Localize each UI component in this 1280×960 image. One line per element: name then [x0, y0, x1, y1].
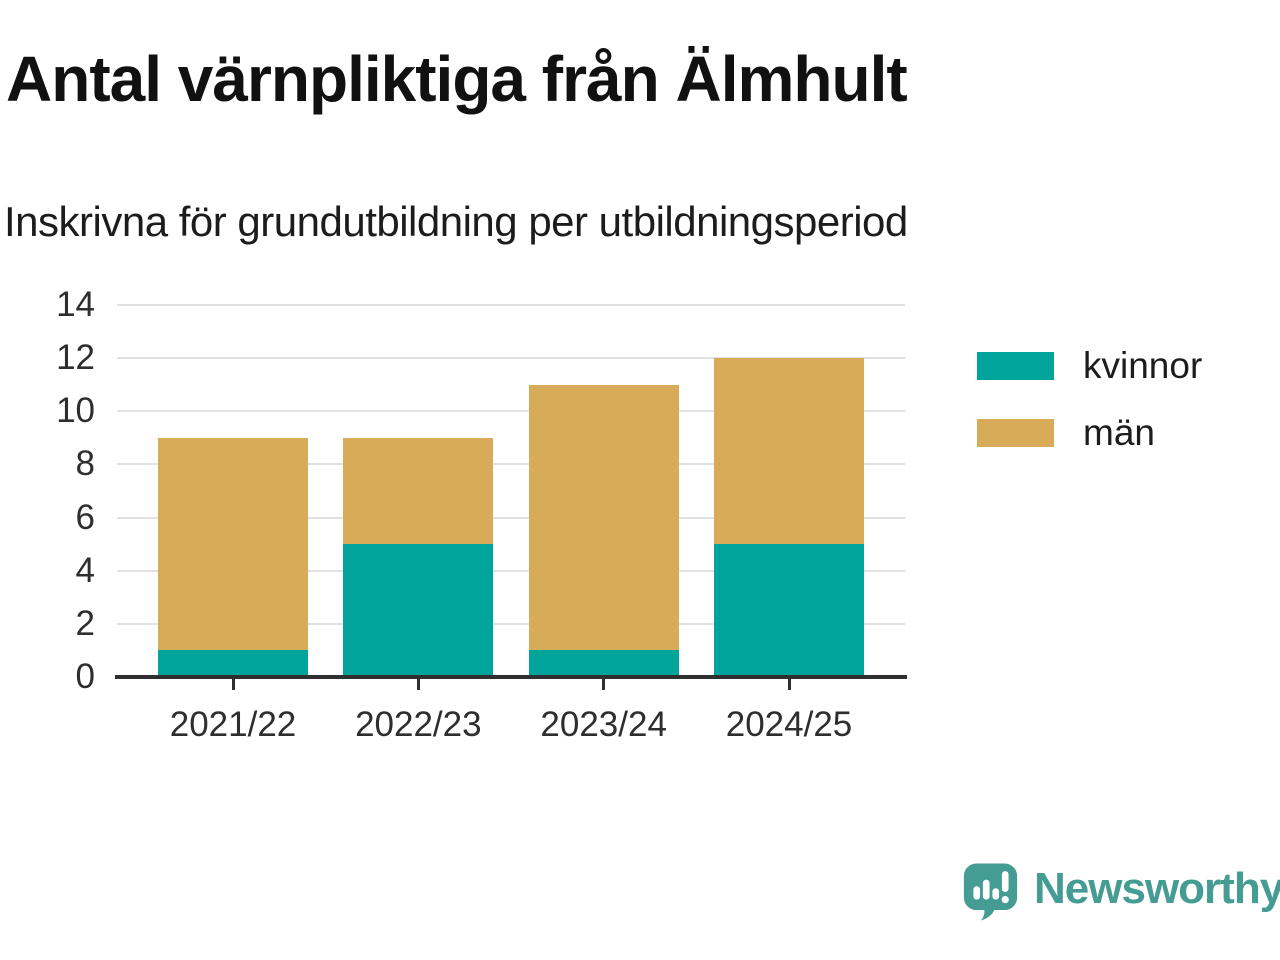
logo-text: Newsworthy [1034, 864, 1280, 913]
y-axis-label-2: 2 [75, 603, 95, 643]
bar-segment-kvinnor-2023-24 [528, 650, 679, 677]
chart-subtitle: Inskrivna för grundutbildning per utbild… [4, 198, 908, 245]
y-axis-label-4: 4 [75, 550, 95, 590]
newsworthy-logo: Newsworthy [962, 861, 1280, 923]
y-axis-label-10: 10 [56, 391, 95, 431]
y-axis-label-8: 8 [75, 444, 95, 484]
x-axis-label-2021-22: 2021/22 [169, 705, 297, 744]
speech-bubble-bar-chart-icon [963, 863, 1018, 921]
y-axis-label-0: 0 [75, 657, 95, 696]
y-axis-label-6: 6 [75, 497, 95, 537]
bar-segment-män-2024-25 [714, 358, 864, 545]
x-axis-tick-2022-23 [416, 679, 420, 690]
y-axis-label-12: 12 [56, 338, 95, 378]
bar-segment-män-2023-24 [528, 384, 679, 651]
gridline-y-12 [117, 357, 905, 360]
x-axis-label-2024-25: 2024/25 [725, 705, 853, 744]
x-axis-tick-2021-22 [231, 679, 235, 690]
y-axis-label-14: 14 [56, 285, 95, 324]
bar-segment-kvinnor-2024-25 [714, 544, 864, 677]
x-axis-label-2022-23: 2022/23 [355, 705, 482, 744]
gridline-y-10 [117, 410, 905, 413]
legend-label-man: män [1083, 412, 1155, 453]
x-axis-line [115, 675, 907, 679]
gridline-y-4 [117, 569, 905, 572]
bar-segment-män-2021-22 [158, 437, 308, 651]
legend-item-man: män [977, 414, 1202, 451]
x-axis-tick-2023-24 [602, 679, 606, 690]
bar-segment-män-2022-23 [343, 437, 494, 545]
x-axis-tick-2024-25 [787, 679, 791, 690]
bar-segment-kvinnor-2022-23 [343, 544, 494, 677]
legend-item-kvinnor: kvinnor [977, 347, 1202, 384]
bar-segment-kvinnor-2021-22 [158, 650, 308, 677]
gridline-y-6 [117, 516, 905, 519]
legend-swatch-man [977, 418, 1054, 447]
gridline-y-14 [117, 304, 905, 306]
legend: kvinnor män [977, 347, 1202, 481]
legend-swatch-kvinnor [977, 351, 1054, 380]
gridline-y-8 [117, 463, 905, 466]
chart-title: Antal värnpliktiga från Älmhult [6, 43, 908, 115]
legend-label-kvinnor: kvinnor [1083, 345, 1203, 386]
gridline-y-2 [117, 622, 905, 625]
x-axis-label-2023-24: 2023/24 [540, 705, 667, 744]
